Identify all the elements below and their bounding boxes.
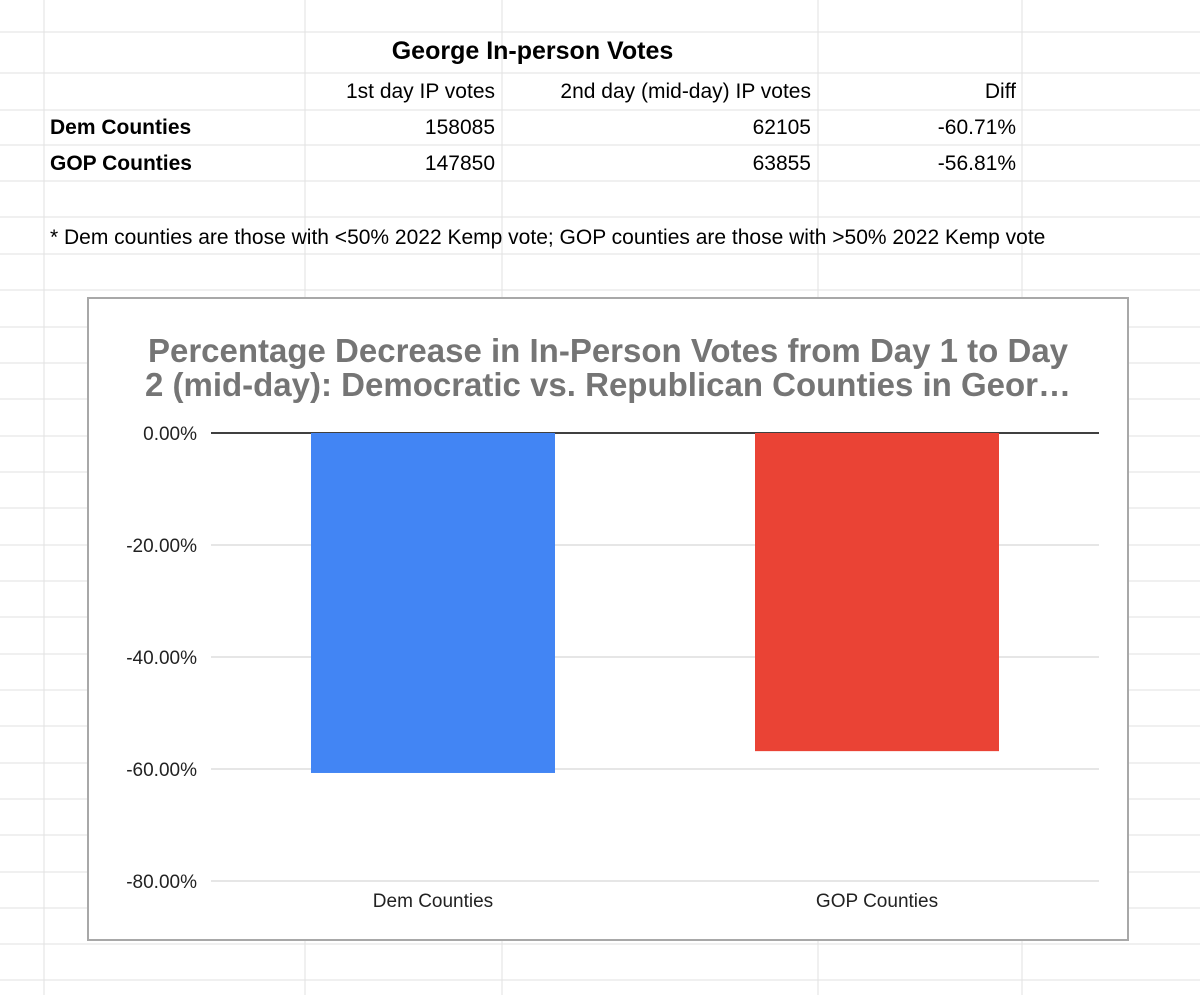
bar-gop-counties[interactable]: [755, 433, 999, 752]
bar-chart: Percentage Decrease in In-Person Votes f…: [126, 332, 1099, 912]
gop-day2-cell: 63855: [752, 152, 811, 175]
y-tick-label: 0.00%: [143, 424, 197, 445]
chart-container[interactable]: Percentage Decrease in In-Person Votes f…: [87, 297, 1129, 941]
header-day1: 1st day IP votes: [345, 80, 495, 103]
footnote: * Dem counties are those with <50% 2022 …: [50, 226, 1046, 249]
row-label-gop: GOP Counties: [50, 152, 192, 175]
y-tick-label: -60.00%: [126, 760, 197, 781]
dem-day1-cell: 158085: [424, 116, 495, 139]
chart-title-line-1: Percentage Decrease in In-Person Votes f…: [148, 332, 1069, 369]
chart-title: Percentage Decrease in In-Person Votes f…: [145, 332, 1071, 403]
x-tick-label: Dem Counties: [373, 891, 493, 912]
header-diff: Diff: [984, 80, 1016, 103]
bar-dem-counties[interactable]: [311, 433, 555, 773]
y-tick-label: -80.00%: [126, 872, 197, 893]
dem-diff-cell: -60.71%: [937, 116, 1016, 139]
y-tick-label: -20.00%: [126, 536, 197, 557]
x-tick-label: GOP Counties: [816, 891, 938, 912]
header-day2: 2nd day (mid-day) IP votes: [560, 80, 811, 103]
row-label-dem: Dem Counties: [50, 116, 192, 139]
gop-diff-cell: -56.81%: [937, 152, 1016, 175]
y-tick-label: -40.00%: [126, 648, 197, 669]
dem-day2-cell: 62105: [752, 116, 811, 139]
chart-title-line-2: 2 (mid-day): Democratic vs. Republican C…: [145, 366, 1071, 403]
gop-day1-cell: 147850: [424, 152, 495, 175]
table-title: George In-person Votes: [391, 37, 674, 65]
